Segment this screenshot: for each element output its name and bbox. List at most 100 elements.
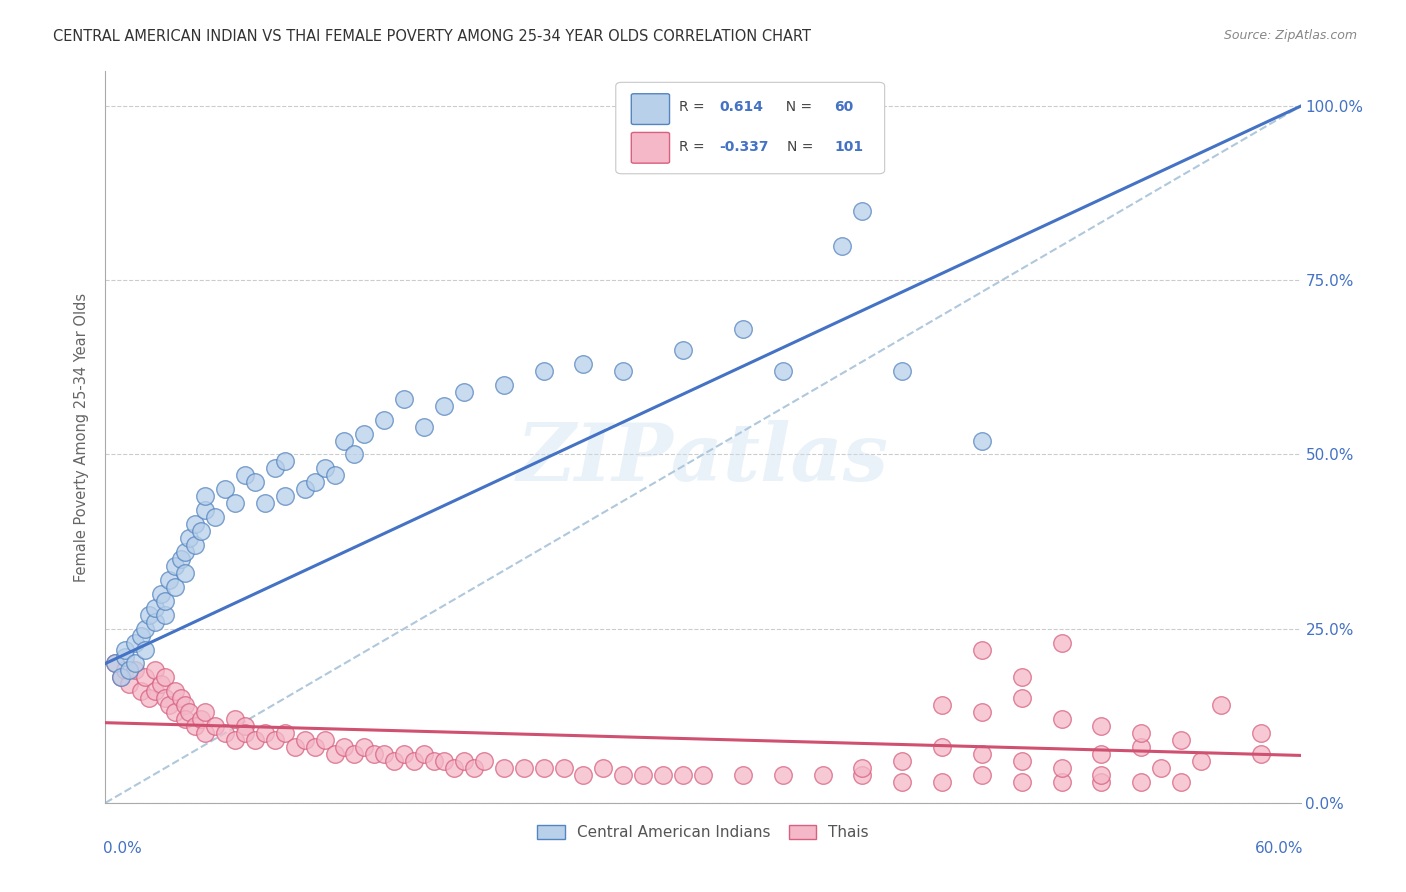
- Point: [273, 489, 295, 503]
- Point: [104, 657, 127, 671]
- Text: Source: ZipAtlas.com: Source: ZipAtlas.com: [1223, 29, 1357, 42]
- Text: N =: N =: [778, 100, 817, 114]
- Point: [970, 747, 993, 761]
- Point: [157, 698, 180, 713]
- Text: CENTRAL AMERICAN INDIAN VS THAI FEMALE POVERTY AMONG 25-34 YEAR OLDS CORRELATION: CENTRAL AMERICAN INDIAN VS THAI FEMALE P…: [53, 29, 811, 44]
- Point: [174, 545, 197, 559]
- Point: [253, 496, 276, 510]
- Point: [970, 768, 993, 782]
- Point: [233, 468, 256, 483]
- Text: 60.0%: 60.0%: [1254, 841, 1303, 855]
- Point: [443, 761, 465, 775]
- Point: [353, 740, 375, 755]
- Point: [891, 754, 914, 768]
- Point: [423, 754, 446, 768]
- Point: [970, 705, 993, 719]
- Point: [333, 740, 356, 755]
- Point: [572, 357, 595, 371]
- Point: [1090, 719, 1112, 733]
- Point: [194, 705, 217, 719]
- Point: [492, 377, 515, 392]
- Point: [174, 712, 197, 726]
- Point: [811, 768, 834, 782]
- Point: [184, 538, 207, 552]
- Point: [1150, 761, 1173, 775]
- Point: [463, 761, 485, 775]
- Text: 60: 60: [835, 100, 853, 114]
- Point: [204, 719, 226, 733]
- Point: [224, 496, 246, 510]
- Point: [672, 343, 695, 357]
- Point: [165, 705, 187, 719]
- Point: [492, 761, 515, 775]
- Point: [931, 775, 953, 789]
- Point: [1050, 635, 1073, 649]
- Point: [633, 768, 655, 782]
- Point: [184, 719, 207, 733]
- Y-axis label: Female Poverty Among 25-34 Year Olds: Female Poverty Among 25-34 Year Olds: [75, 293, 90, 582]
- Point: [1011, 775, 1033, 789]
- Point: [177, 705, 201, 719]
- Point: [891, 364, 914, 378]
- Point: [353, 426, 375, 441]
- Point: [382, 754, 405, 768]
- Point: [373, 747, 395, 761]
- Point: [1189, 754, 1212, 768]
- Point: [124, 635, 146, 649]
- Text: ZIPatlas: ZIPatlas: [517, 420, 889, 498]
- Point: [1209, 698, 1232, 713]
- Point: [851, 761, 873, 775]
- Point: [413, 747, 436, 761]
- Point: [143, 664, 166, 678]
- Point: [138, 691, 160, 706]
- Point: [1250, 747, 1272, 761]
- Point: [143, 600, 166, 615]
- Point: [1090, 768, 1112, 782]
- Point: [124, 664, 146, 678]
- Point: [114, 649, 136, 664]
- Point: [1130, 775, 1153, 789]
- Point: [224, 712, 246, 726]
- Point: [153, 670, 177, 684]
- Point: [165, 558, 187, 573]
- Point: [1050, 761, 1073, 775]
- Point: [118, 664, 141, 678]
- Point: [129, 629, 153, 643]
- Point: [253, 726, 276, 740]
- Point: [214, 726, 236, 740]
- Point: [190, 712, 212, 726]
- Point: [1011, 754, 1033, 768]
- Point: [273, 726, 295, 740]
- Point: [134, 670, 156, 684]
- Point: [143, 684, 166, 698]
- Point: [118, 677, 141, 691]
- Point: [134, 622, 156, 636]
- Point: [592, 761, 614, 775]
- Point: [413, 419, 436, 434]
- Point: [233, 726, 256, 740]
- Point: [294, 483, 316, 497]
- Point: [1170, 733, 1192, 747]
- Point: [831, 238, 853, 252]
- FancyBboxPatch shape: [631, 94, 669, 125]
- Point: [1130, 726, 1153, 740]
- Point: [652, 768, 675, 782]
- Text: R =: R =: [679, 100, 709, 114]
- Point: [110, 670, 132, 684]
- Point: [129, 684, 153, 698]
- Point: [214, 483, 236, 497]
- Legend: Central American Indians, Thais: Central American Indians, Thais: [531, 819, 875, 847]
- Point: [150, 677, 173, 691]
- Point: [314, 461, 336, 475]
- Point: [672, 768, 695, 782]
- Point: [104, 657, 127, 671]
- Point: [150, 587, 173, 601]
- Point: [931, 698, 953, 713]
- Point: [433, 399, 456, 413]
- Point: [772, 364, 794, 378]
- Point: [453, 384, 475, 399]
- Point: [170, 691, 193, 706]
- Text: -0.337: -0.337: [720, 139, 769, 153]
- Point: [170, 552, 193, 566]
- Point: [453, 754, 475, 768]
